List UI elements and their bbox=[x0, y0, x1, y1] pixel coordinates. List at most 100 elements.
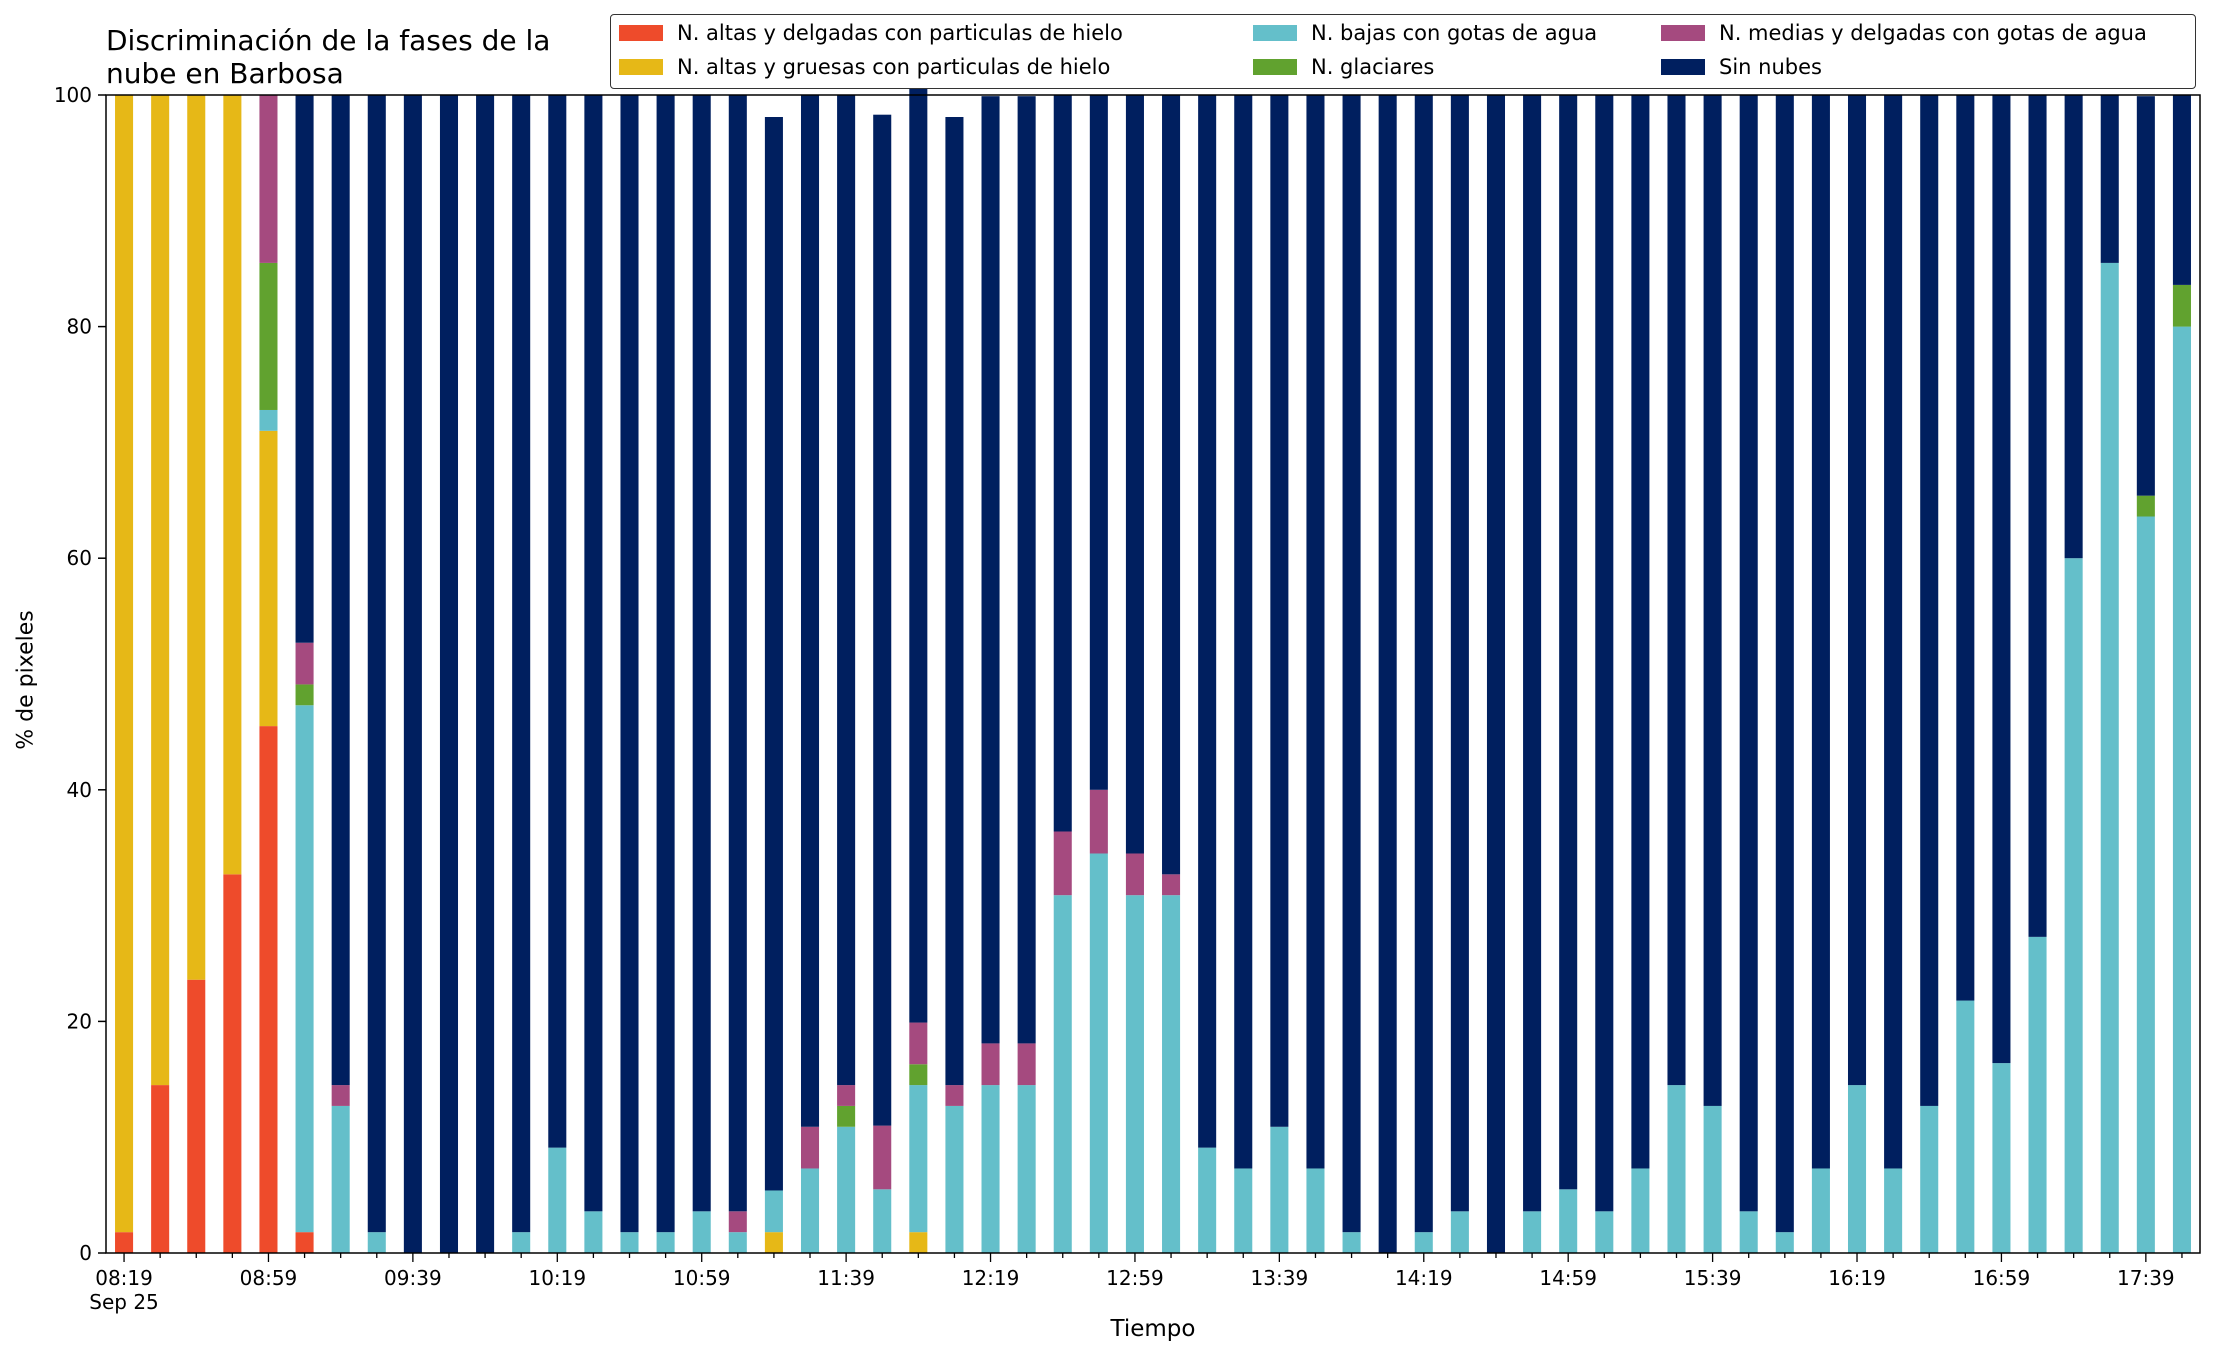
bar-segment bbox=[1234, 95, 1253, 1169]
x-tick-label: 17:39 bbox=[2117, 1266, 2175, 1290]
bar-segment bbox=[1017, 1043, 1036, 1086]
bar-segment bbox=[512, 95, 531, 1233]
y-tick-label: 20 bbox=[67, 1009, 92, 1033]
bar-segment bbox=[1486, 95, 1506, 1253]
legend-swatch bbox=[1661, 59, 1705, 75]
bar-segment bbox=[403, 95, 422, 1253]
x-tick-label: 16:19 bbox=[1828, 1266, 1886, 1290]
y-tick-label: 60 bbox=[67, 546, 92, 570]
legend-swatch bbox=[619, 25, 663, 41]
bar-segment bbox=[259, 430, 278, 727]
bar-segment bbox=[151, 95, 170, 1086]
bar-segment bbox=[512, 1232, 531, 1253]
x-tick-label: 14:19 bbox=[1395, 1266, 1453, 1290]
bar-segment bbox=[837, 95, 856, 1086]
bar-segment bbox=[295, 1232, 314, 1253]
chart-title: Discriminación de la fases de la nube en… bbox=[106, 24, 551, 90]
x-tick-label: 12:59 bbox=[1106, 1266, 1164, 1290]
bar-segment bbox=[1089, 789, 1108, 854]
bar-segment bbox=[800, 1168, 820, 1253]
bar-segment bbox=[2136, 516, 2155, 1253]
bar-segment bbox=[1017, 1085, 1036, 1253]
bar-segment bbox=[1125, 895, 1144, 1253]
bar-segment bbox=[2028, 936, 2047, 1253]
bar-segment bbox=[151, 1085, 170, 1253]
bar-segment bbox=[873, 1125, 892, 1190]
bar-segment bbox=[1559, 95, 1578, 1190]
bar-segment bbox=[1523, 1211, 1542, 1253]
legend-label: N. bajas con gotas de agua bbox=[1311, 21, 1598, 45]
bar-segment bbox=[945, 117, 964, 1086]
y-axis-label: % de pixeles bbox=[13, 610, 39, 750]
bar-segment bbox=[259, 726, 278, 1253]
bar-segment bbox=[1414, 1232, 1433, 1253]
bar-segment bbox=[1775, 1232, 1794, 1253]
legend-swatch bbox=[1253, 25, 1297, 41]
bar-segment bbox=[1450, 95, 1469, 1212]
bar-segment bbox=[1631, 1168, 1650, 1253]
bar-segment bbox=[1089, 95, 1108, 790]
x-tick-label: 16:59 bbox=[1973, 1266, 2031, 1290]
x-tick-label: 12:19 bbox=[962, 1266, 1020, 1290]
bar-segment bbox=[800, 95, 820, 1127]
bar-segment bbox=[909, 1064, 928, 1086]
bar-segment bbox=[1739, 95, 1758, 1212]
bar-segment bbox=[1162, 874, 1181, 896]
bar-segment bbox=[367, 95, 386, 1233]
bar-segment bbox=[223, 874, 242, 1253]
bar-segment bbox=[223, 95, 242, 875]
bar-segment bbox=[1559, 1189, 1578, 1253]
bar-segment bbox=[295, 642, 314, 685]
bar-segment bbox=[728, 95, 747, 1212]
bar-segment bbox=[764, 1190, 783, 1233]
bar-segment bbox=[548, 95, 567, 1148]
bar-segment bbox=[2172, 326, 2191, 1254]
legend-label: N. altas y gruesas con particulas de hie… bbox=[677, 55, 1111, 79]
bar-segment bbox=[1053, 895, 1072, 1253]
bar-segment bbox=[945, 1105, 964, 1253]
bar-segment bbox=[2064, 95, 2083, 559]
bar-segment bbox=[1450, 1211, 1469, 1253]
bar-segment bbox=[1739, 1211, 1758, 1253]
legend-item: Sin nubes bbox=[1661, 55, 1822, 79]
bar-segment bbox=[548, 1147, 567, 1253]
bar-segment bbox=[2136, 96, 2155, 496]
bar-segment bbox=[692, 1211, 711, 1253]
bar-segment bbox=[1234, 1168, 1253, 1253]
y-tick-label: 80 bbox=[67, 315, 92, 339]
bar-segment bbox=[909, 1022, 928, 1065]
bar-segment bbox=[2172, 95, 2191, 285]
bar-segment bbox=[1992, 95, 2011, 1064]
bar-segment bbox=[1125, 95, 1144, 854]
bar-segment bbox=[2172, 284, 2191, 327]
bar-segment bbox=[187, 95, 206, 980]
bar-segment bbox=[259, 262, 278, 410]
bar-segment bbox=[476, 95, 495, 1253]
bar-segment bbox=[873, 1189, 892, 1253]
bar-segment bbox=[764, 117, 783, 1191]
bar-segment bbox=[837, 1085, 856, 1106]
y-tick-label: 0 bbox=[79, 1241, 92, 1265]
x-tick-label: 10:59 bbox=[673, 1266, 731, 1290]
legend-label: N. medias y delgadas con gotas de agua bbox=[1719, 21, 2147, 45]
x-tick-label: 10:19 bbox=[528, 1266, 586, 1290]
bar-segment bbox=[1270, 95, 1289, 1127]
bar-segment bbox=[1270, 1126, 1289, 1253]
bar-segment bbox=[945, 1085, 964, 1106]
bar-segment bbox=[1595, 1211, 1614, 1253]
legend-item: N. glaciares bbox=[1253, 55, 1434, 79]
bar-segment bbox=[1306, 1168, 1325, 1253]
bar-segment bbox=[1342, 1232, 1361, 1253]
bar-segment bbox=[873, 114, 892, 1126]
bar-segment bbox=[2028, 95, 2047, 937]
x-tick-label: 08:19 bbox=[95, 1266, 153, 1290]
bar-segment bbox=[728, 1232, 747, 1253]
bar-segment bbox=[1811, 1168, 1830, 1253]
bar-segment bbox=[2100, 95, 2119, 263]
bar-segment bbox=[909, 75, 928, 1023]
bar-segment bbox=[367, 1232, 386, 1253]
bar-segment bbox=[1595, 95, 1614, 1212]
bar-segment bbox=[1053, 95, 1072, 832]
bar-segment bbox=[1847, 1085, 1867, 1253]
